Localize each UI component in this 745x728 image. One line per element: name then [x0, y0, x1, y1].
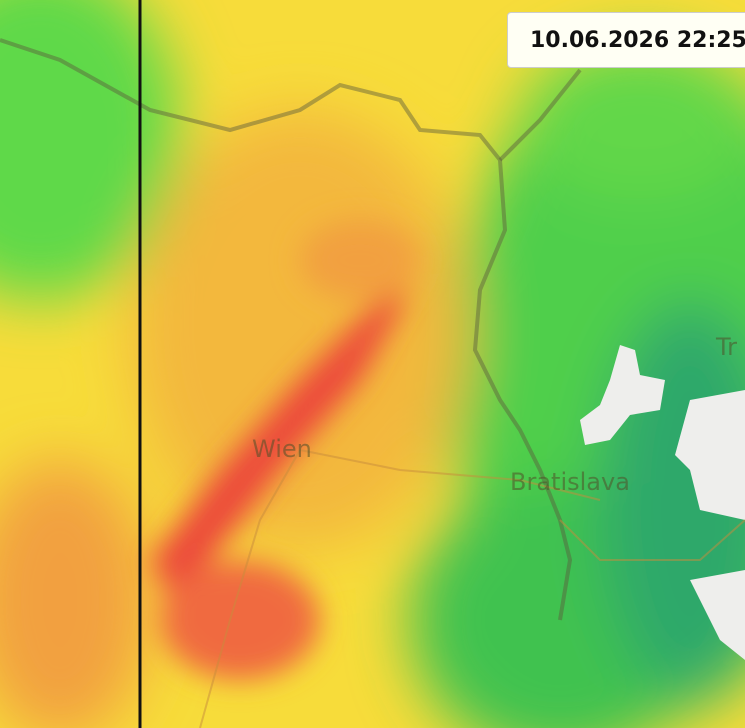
place-label: Bratislava — [510, 468, 630, 496]
roads — [199, 449, 745, 728]
no-data-areas — [580, 345, 745, 660]
timestamp: 10.06.2026 22:25 — [507, 12, 745, 68]
place-label: Wien — [252, 435, 312, 463]
borders — [0, 38, 582, 621]
place-label: Tr — [715, 333, 737, 361]
